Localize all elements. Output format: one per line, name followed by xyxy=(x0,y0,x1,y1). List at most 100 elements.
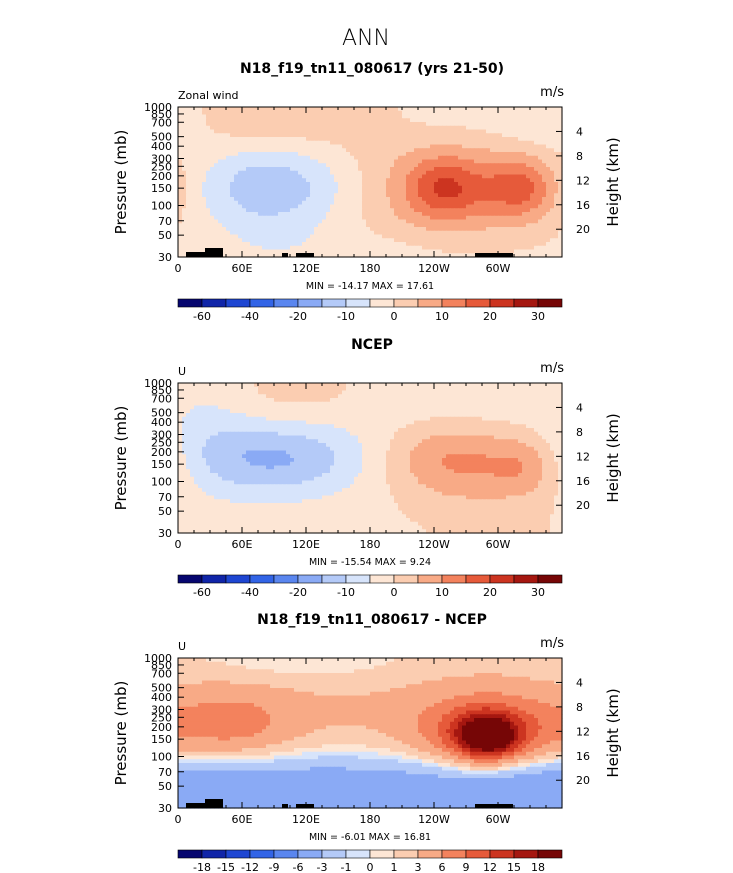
field-cell xyxy=(534,144,539,149)
field-cell xyxy=(474,383,479,388)
field-cell xyxy=(506,383,511,388)
field-cell xyxy=(458,110,463,116)
field-cell xyxy=(450,155,455,161)
field-cell xyxy=(514,245,519,251)
field-cell xyxy=(266,182,271,187)
field-cell xyxy=(250,208,255,213)
field-cell xyxy=(558,383,563,388)
field-cell xyxy=(334,174,339,179)
field-cell xyxy=(206,227,211,232)
field-cell xyxy=(334,405,339,410)
field-cell xyxy=(362,140,367,146)
field-cell xyxy=(358,390,363,395)
field-cell xyxy=(322,163,327,168)
field-cell xyxy=(530,230,535,236)
field-cell xyxy=(302,212,307,217)
field-cell xyxy=(406,242,411,247)
field-cell xyxy=(346,185,351,191)
field-cell xyxy=(418,159,423,164)
field-cell xyxy=(402,413,407,418)
field-cell xyxy=(466,204,471,209)
field-cell xyxy=(210,230,215,236)
field-cell xyxy=(234,234,239,239)
field-cell xyxy=(478,386,483,392)
field-cell xyxy=(362,159,367,164)
field-cell xyxy=(510,178,515,183)
field-cell xyxy=(350,170,355,176)
field-cell xyxy=(410,178,415,183)
field-cell xyxy=(450,118,455,123)
field-cell xyxy=(346,401,351,407)
field-cell xyxy=(318,227,323,232)
field-cell xyxy=(530,189,535,194)
field-cell xyxy=(402,394,407,399)
field-cell xyxy=(394,253,399,258)
field-cell xyxy=(318,182,323,187)
field-cell xyxy=(426,140,431,146)
field-cell xyxy=(234,170,239,176)
field-cell xyxy=(470,223,475,228)
field-cell xyxy=(522,230,527,236)
field-cell xyxy=(494,215,499,221)
field-cell xyxy=(358,140,363,146)
field-cell xyxy=(218,122,223,127)
field-cell xyxy=(478,129,483,134)
field-cell xyxy=(370,219,375,224)
field-cell xyxy=(334,107,339,112)
field-cell xyxy=(426,185,431,191)
field-cell xyxy=(538,230,543,236)
field-cell xyxy=(278,182,283,187)
field-cell xyxy=(406,137,411,142)
field-cell xyxy=(542,230,547,236)
field-cell xyxy=(286,242,291,247)
field-cell xyxy=(458,148,463,153)
field-cell xyxy=(354,140,359,146)
field-cell xyxy=(546,238,551,243)
field-cell xyxy=(382,420,387,425)
field-cell xyxy=(494,230,499,236)
field-cell xyxy=(314,245,319,251)
field-cell xyxy=(422,137,427,142)
field-cell xyxy=(194,129,199,134)
field-cell xyxy=(454,163,459,168)
field-cell xyxy=(262,122,267,127)
field-cell xyxy=(370,227,375,232)
field-cell xyxy=(390,163,395,168)
field-cell xyxy=(298,416,303,422)
field-cell xyxy=(234,118,239,123)
field-cell xyxy=(506,197,511,202)
field-cell xyxy=(502,107,507,112)
field-cell xyxy=(358,170,363,176)
field-cell xyxy=(306,163,311,168)
field-cell xyxy=(282,137,287,142)
field-cell xyxy=(486,163,491,168)
field-cell xyxy=(278,133,283,138)
field-cell xyxy=(474,219,479,224)
field-cell xyxy=(270,182,275,187)
field-cell xyxy=(518,204,523,209)
field-cell xyxy=(450,144,455,149)
field-cell xyxy=(530,390,535,395)
field-cell xyxy=(390,253,395,258)
field-cell xyxy=(370,245,375,251)
field-cell xyxy=(542,405,547,410)
field-cell xyxy=(362,197,367,202)
field-cell xyxy=(230,193,235,198)
field-cell xyxy=(178,230,183,236)
field-cell xyxy=(342,193,347,198)
field-cell xyxy=(558,204,563,209)
field-cell xyxy=(194,152,199,157)
field-cell xyxy=(346,152,351,157)
field-cell xyxy=(526,390,531,395)
field-cell xyxy=(558,386,563,392)
field-cell xyxy=(246,245,251,251)
field-cell xyxy=(350,383,355,388)
field-cell xyxy=(246,163,251,168)
field-cell xyxy=(206,401,211,407)
field-cell xyxy=(286,110,291,116)
field-cell xyxy=(402,193,407,198)
field-cell xyxy=(550,137,555,142)
field-cell xyxy=(338,167,343,172)
field-cell xyxy=(178,118,183,123)
field-cell xyxy=(282,185,287,191)
